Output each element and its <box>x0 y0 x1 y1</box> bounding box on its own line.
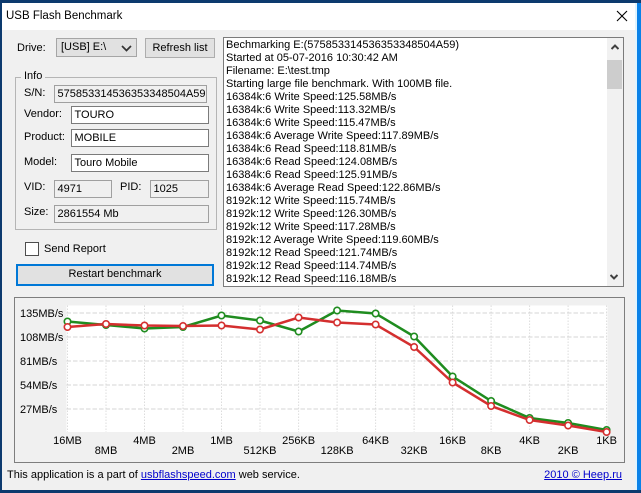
svg-text:256KB: 256KB <box>282 435 315 447</box>
svg-text:32KB: 32KB <box>401 445 428 457</box>
svg-text:16KB: 16KB <box>439 435 466 447</box>
svg-text:64KB: 64KB <box>362 435 389 447</box>
svg-text:54MB/s: 54MB/s <box>20 380 58 392</box>
svg-text:4MB: 4MB <box>133 435 156 447</box>
svg-text:4KB: 4KB <box>519 435 540 447</box>
svg-text:81MB/s: 81MB/s <box>20 356 58 368</box>
svg-text:128KB: 128KB <box>321 445 354 457</box>
svg-text:1MB: 1MB <box>210 435 233 447</box>
svg-text:1KB: 1KB <box>596 435 617 447</box>
svg-text:8KB: 8KB <box>481 445 502 457</box>
svg-text:16MB: 16MB <box>53 435 82 447</box>
svg-text:2MB: 2MB <box>172 445 195 457</box>
svg-text:2KB: 2KB <box>558 445 579 457</box>
svg-text:135MB/s: 135MB/s <box>20 308 64 320</box>
svg-text:27MB/s: 27MB/s <box>20 404 58 416</box>
svg-text:108MB/s: 108MB/s <box>20 332 64 344</box>
svg-text:8MB: 8MB <box>95 445 118 457</box>
svg-text:512KB: 512KB <box>243 445 276 457</box>
